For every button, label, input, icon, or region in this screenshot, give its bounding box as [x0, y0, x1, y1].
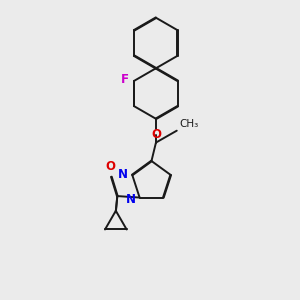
Text: N: N	[118, 169, 128, 182]
Text: CH₃: CH₃	[179, 119, 198, 129]
Text: O: O	[151, 128, 161, 141]
Text: N: N	[126, 193, 136, 206]
Text: O: O	[105, 160, 115, 173]
Text: F: F	[121, 73, 129, 86]
